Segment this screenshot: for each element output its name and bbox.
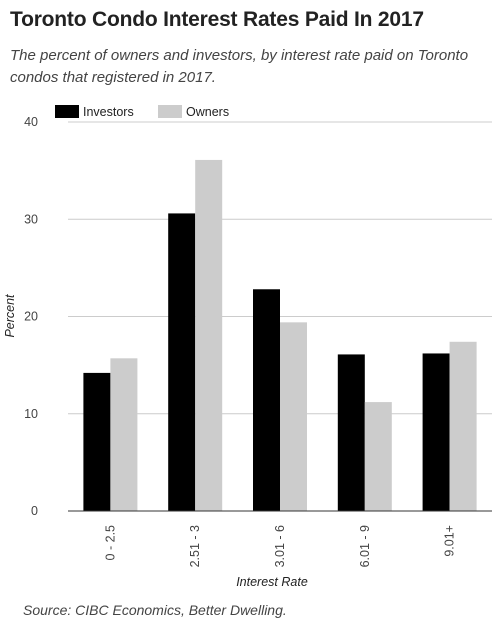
bar-owners-4 (449, 341, 477, 511)
bar-owners-2 (280, 322, 307, 511)
legend-label-owners: Owners (186, 105, 229, 119)
bar-owners-3 (364, 402, 392, 511)
x-axis-ticks: 0 - 2.5 2.51 - 3 3.01 - 6 6.01 - 9 9.01+ (103, 525, 456, 567)
legend-swatch-investors (55, 105, 79, 118)
x-tick-label: 3.01 - 6 (273, 525, 287, 567)
x-tick-label: 2.51 - 3 (188, 525, 202, 567)
chart-subtitle: The percent of owners and investors, by … (10, 47, 469, 86)
bar-owners-1 (195, 159, 223, 512)
y-tick-label: 40 (24, 115, 38, 129)
bar-investors-4 (422, 353, 450, 511)
legend-label-investors: Investors (83, 105, 134, 119)
y-tick-label: 30 (24, 212, 38, 226)
y-axis-label: Percent (3, 294, 17, 338)
x-tick-label: 9.01+ (443, 525, 457, 557)
bars (83, 159, 477, 512)
y-tick-label: 0 (31, 504, 38, 518)
legend-swatch-owners (158, 105, 182, 118)
bar-investors-2 (253, 289, 280, 511)
y-tick-label: 20 (24, 310, 38, 324)
y-tick-label: 10 (24, 407, 38, 421)
legend: Investors Owners (55, 105, 229, 119)
source-note: Source: CIBC Economics, Better Dwelling. (23, 602, 287, 618)
bar-owners-0 (110, 358, 138, 511)
chart-title: Toronto Condo Interest Rates Paid In 201… (10, 8, 424, 31)
x-tick-label: 6.01 - 9 (358, 525, 372, 567)
y-axis-ticks: 0 10 20 30 40 (24, 115, 38, 518)
bar-investors-1 (168, 213, 196, 512)
bar-investors-0 (83, 372, 111, 511)
x-axis-label: Interest Rate (236, 575, 308, 589)
x-tick-label: 0 - 2.5 (103, 525, 117, 560)
bar-investors-3 (337, 354, 365, 511)
